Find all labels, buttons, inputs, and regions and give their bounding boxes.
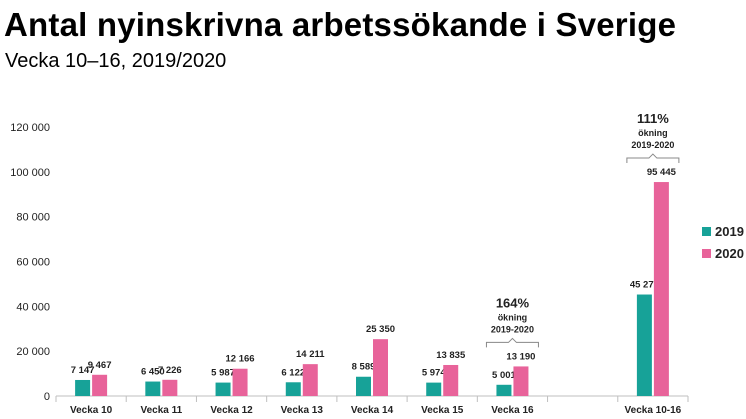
- y-tick-label: 20 000: [16, 346, 50, 358]
- bar-2019: [426, 382, 442, 396]
- y-tick-label: 0: [44, 391, 50, 403]
- legend-label-2020: 2020: [715, 246, 744, 261]
- annotation-percent: 164%: [496, 295, 530, 310]
- chart-subtitle: Vecka 10–16, 2019/2020: [5, 50, 227, 72]
- data-label-2020: 7 226: [158, 365, 182, 376]
- bar-2019: [496, 384, 512, 396]
- data-label-2020: 13 835: [436, 350, 466, 361]
- data-label-2020: 95 445: [647, 167, 677, 178]
- annotation-brace: [485, 337, 539, 348]
- data-label-2019: 8 589: [352, 362, 376, 373]
- annotation-years: 2019-2020: [491, 324, 534, 334]
- y-tick-label: 40 000: [16, 301, 50, 313]
- y-tick-label: 120 000: [10, 122, 50, 134]
- bar-2020: [373, 339, 388, 396]
- data-label-2019: 6 450: [141, 367, 165, 378]
- legend-swatch-2019: [702, 227, 711, 236]
- data-label-2020: 13 190: [506, 351, 535, 362]
- x-category-label: Vecka 12: [210, 405, 253, 416]
- annotation-brace: [626, 153, 680, 164]
- data-label-2020: 25 350: [366, 324, 395, 335]
- bar-2020: [513, 366, 529, 396]
- data-label-2019: 5 974: [422, 368, 446, 379]
- data-label-2020: 9 467: [88, 360, 112, 371]
- bar-2020: [443, 364, 459, 396]
- data-label-2019: 5 987: [211, 368, 235, 379]
- bar-2020: [302, 364, 318, 396]
- data-label-2019: 7 147: [71, 365, 95, 376]
- x-category-label: Vecka 13: [281, 405, 324, 416]
- data-label-2019: 6 122: [281, 367, 305, 378]
- bar-2020: [162, 379, 178, 396]
- chart-title: Antal nyinskrivna arbetssökande i Sverig…: [4, 6, 677, 43]
- bar-2019: [145, 381, 161, 396]
- y-tick-label: 80 000: [16, 212, 50, 224]
- annotation-text: ökning: [638, 128, 668, 138]
- data-label-2019: 45 270: [630, 280, 659, 291]
- x-category-label: Vecka 14: [351, 405, 394, 416]
- legend-swatch-2020: [702, 249, 711, 258]
- bar-2019: [356, 376, 371, 396]
- x-category-label: Vecka 16: [491, 405, 534, 416]
- x-category-label: Vecka 10-16: [625, 405, 682, 416]
- bar-2020: [653, 182, 669, 396]
- x-category-label: Vecka 11: [140, 405, 182, 416]
- bar-2019: [215, 382, 231, 396]
- y-tick-label: 60 000: [16, 257, 50, 269]
- x-category-label: Vecka 10: [70, 405, 113, 416]
- bar-2019: [636, 294, 652, 396]
- bar-2020: [232, 368, 248, 396]
- bar-2019: [75, 379, 91, 396]
- data-label-2020: 12 166: [226, 354, 255, 365]
- legend-label-2019: 2019: [715, 224, 744, 239]
- x-category-label: Vecka 15: [421, 405, 464, 416]
- annotation-text: ökning: [498, 312, 528, 322]
- annotation-years: 2019-2020: [631, 140, 674, 150]
- bar-2020: [92, 374, 108, 396]
- y-tick-label: 100 000: [10, 167, 50, 179]
- bar-2019: [285, 382, 301, 396]
- data-label-2020: 14 211: [296, 349, 325, 360]
- annotation-percent: 111%: [637, 111, 669, 126]
- data-label-2019: 5 001: [492, 370, 516, 381]
